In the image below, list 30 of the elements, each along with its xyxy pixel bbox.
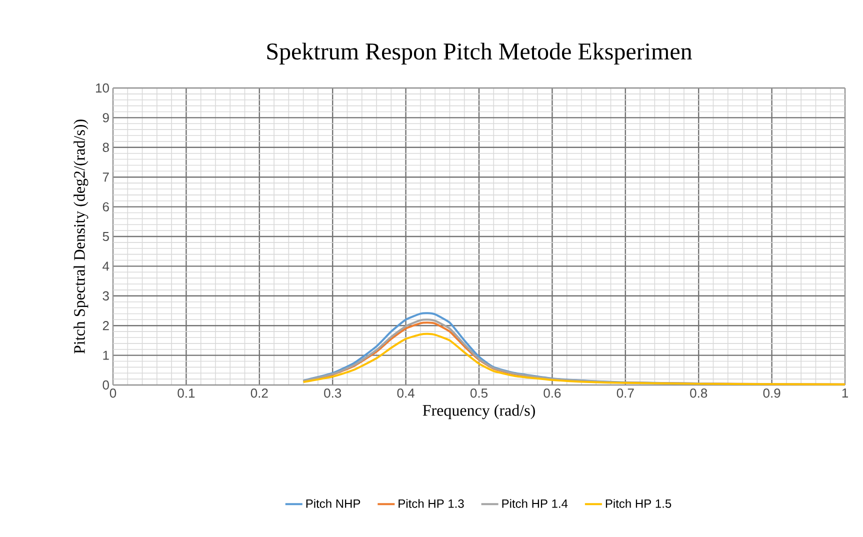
x-tick-label: 0.9 xyxy=(763,388,780,398)
legend-label: Pitch HP 1.4 xyxy=(502,499,568,508)
y-tick-label: 4 xyxy=(102,262,110,271)
y-tick-label: 10 xyxy=(96,83,109,93)
x-axis-title: Frequency (rad/s) xyxy=(422,404,535,420)
legend-label: Pitch HP 1.5 xyxy=(606,499,672,508)
x-tick-label: 0.6 xyxy=(544,388,561,398)
chart-title: Spektrum Respon Pitch Metode Eksperimen xyxy=(267,42,692,64)
y-tick-label: 0 xyxy=(102,380,109,390)
x-tick-label: 1 xyxy=(842,388,848,398)
y-tick-label: 2 xyxy=(102,321,109,330)
x-tick-label: 0.7 xyxy=(616,388,634,398)
x-tick-label: 0.3 xyxy=(324,388,342,398)
line-series xyxy=(302,332,846,386)
x-tick-label: 0 xyxy=(110,388,116,398)
x-tick-label: 0.4 xyxy=(397,388,414,398)
y-tick-label: 3 xyxy=(102,291,109,300)
y-tick-label: 6 xyxy=(102,202,109,212)
y-tick-label: 1 xyxy=(103,350,109,360)
x-tick-label: 0.1 xyxy=(178,388,195,398)
y-axis-title: Pitch Spectral Density (deg2/(rad/s)) xyxy=(74,120,88,354)
x-tick-label: 0.5 xyxy=(470,388,488,398)
legend-label: Pitch HP 1.3 xyxy=(398,499,464,508)
y-tick-label: 8 xyxy=(102,142,109,152)
legend-label: Pitch NHP xyxy=(306,499,360,508)
y-tick-label: 7 xyxy=(102,172,109,182)
y-tick-label: 9 xyxy=(102,113,109,122)
x-tick-label: 0.2 xyxy=(250,388,268,398)
y-tick-label: 5 xyxy=(102,232,109,242)
x-tick-label: 0.8 xyxy=(690,388,708,398)
